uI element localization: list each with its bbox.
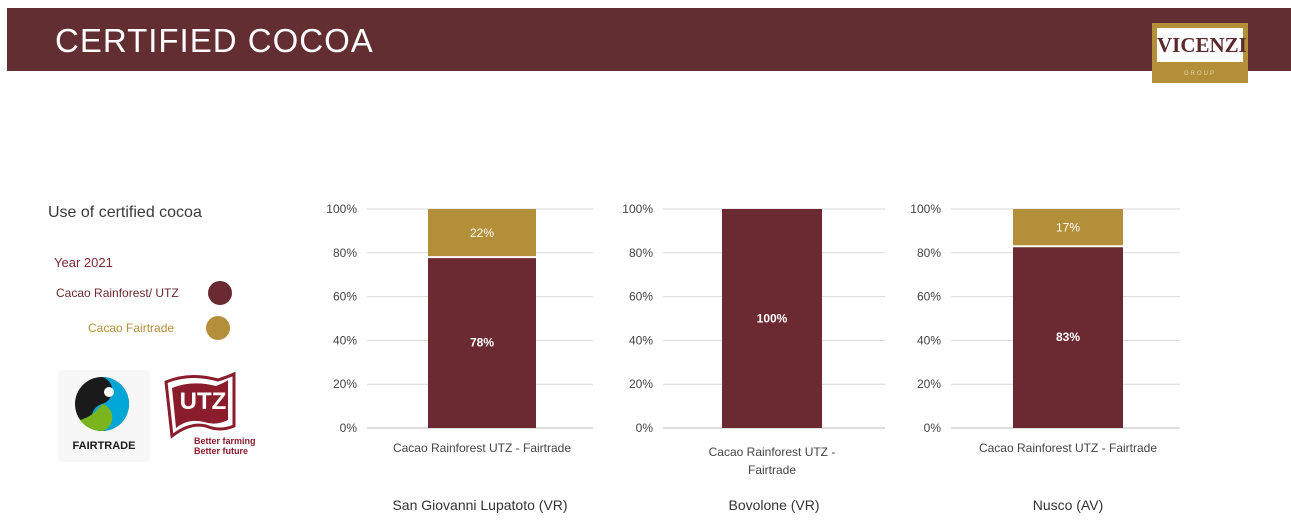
legend-item-utz: Cacao Rainforest/ UTZ xyxy=(56,281,232,305)
x-category-label: Cacao Rainforest UTZ - xyxy=(709,445,836,459)
y-tick-label: 40% xyxy=(917,333,941,347)
x-category-label: Cacao Rainforest UTZ - Fairtrade xyxy=(393,441,571,455)
y-tick-label: 100% xyxy=(326,202,357,216)
y-tick-label: 60% xyxy=(333,290,357,304)
utz-tagline: Better farming Better future xyxy=(194,436,256,456)
y-tick-label: 80% xyxy=(629,246,653,260)
y-tick-label: 20% xyxy=(629,377,653,391)
data-label: 22% xyxy=(470,226,494,240)
data-label: 83% xyxy=(1056,330,1080,344)
legend-item-fairtrade: Cacao Fairtrade xyxy=(88,316,232,340)
legend-title: Use of certified cocoa xyxy=(48,204,202,221)
bar-segment xyxy=(1013,209,1123,247)
vicenzi-logo: VICENZI GROUP xyxy=(1152,23,1248,83)
legend-swatch-utz xyxy=(208,281,232,305)
chart-caption-nusco: Nusco (AV) xyxy=(1032,497,1104,513)
chart-caption-san-giovanni: San Giovanni Lupatoto (VR) xyxy=(392,497,568,513)
page-title: CERTIFIED COCOA xyxy=(55,22,374,59)
y-tick-label: 80% xyxy=(333,246,357,260)
y-tick-label: 100% xyxy=(622,202,653,216)
utz-logo: UTZ Better farming Better future xyxy=(160,368,280,462)
utz-logo-text: UTZ xyxy=(179,388,227,415)
legend-item-label: Cacao Rainforest/ UTZ xyxy=(56,286,179,300)
legend-year: Year 2021 xyxy=(54,255,113,270)
y-tick-label: 20% xyxy=(333,377,357,391)
x-category-label: Fairtrade xyxy=(748,463,796,477)
x-category-label: Cacao Rainforest UTZ - Fairtrade xyxy=(979,441,1157,455)
utz-flag-icon xyxy=(164,371,236,439)
logo-text: VICENZI xyxy=(1157,28,1247,62)
bar-segment xyxy=(722,209,822,428)
bar-segment xyxy=(428,257,536,428)
fairtrade-logo: FAIRTRADE xyxy=(58,370,150,462)
y-tick-label: 0% xyxy=(636,421,654,435)
data-label: 100% xyxy=(757,312,788,326)
bar-segment xyxy=(1013,246,1123,428)
data-label: 17% xyxy=(1056,221,1080,235)
y-tick-label: 0% xyxy=(924,421,942,435)
y-tick-label: 40% xyxy=(333,333,357,347)
y-tick-label: 40% xyxy=(629,333,653,347)
fairtrade-mark-icon xyxy=(75,377,129,432)
y-tick-label: 0% xyxy=(340,421,358,435)
y-tick-label: 80% xyxy=(917,246,941,260)
y-tick-label: 20% xyxy=(917,377,941,391)
legend-swatch-fairtrade xyxy=(206,316,230,340)
logo-subtext: GROUP xyxy=(1183,71,1216,77)
chart-caption-bovolone: Bovolone (VR) xyxy=(728,497,820,513)
y-tick-label: 60% xyxy=(917,290,941,304)
y-tick-label: 100% xyxy=(910,202,941,216)
fairtrade-logo-text: FAIRTRADE xyxy=(72,440,136,452)
legend-item-label: Cacao Fairtrade xyxy=(88,321,175,335)
bar-segment xyxy=(428,209,536,258)
header-band xyxy=(7,8,1291,71)
y-tick-label: 60% xyxy=(629,290,653,304)
data-label: 78% xyxy=(470,336,494,350)
